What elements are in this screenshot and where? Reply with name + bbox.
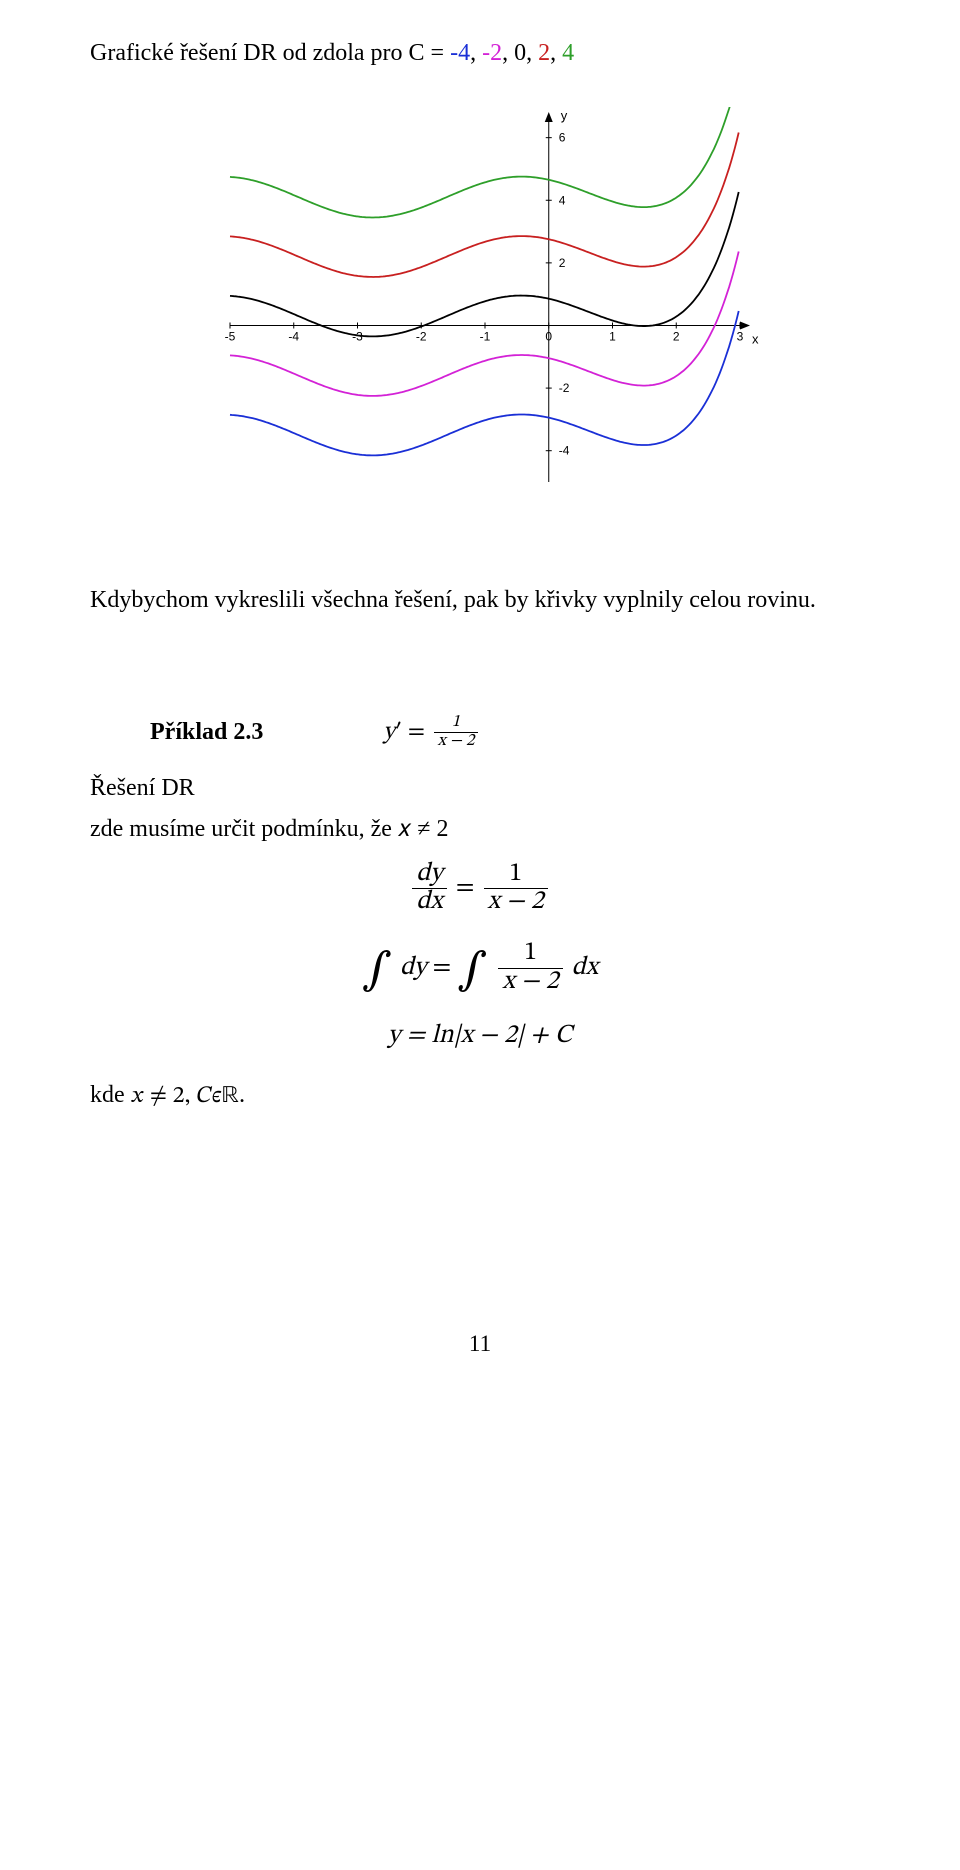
svg-text:6: 6 [559, 131, 566, 145]
title-value: 0 [514, 40, 526, 66]
svg-text:-2: -2 [559, 381, 570, 395]
title-line: Grafické řešení DR od zdola pro C = -4, … [90, 40, 870, 67]
svg-text:0: 0 [545, 329, 552, 343]
solution-heading: Řešení DR [90, 775, 870, 802]
svg-text:3: 3 [737, 329, 744, 343]
svg-text:4: 4 [559, 193, 566, 207]
svg-text:-1: -1 [480, 329, 491, 343]
svg-text:1: 1 [609, 329, 616, 343]
title-value: 2 [538, 40, 550, 66]
curve [230, 107, 733, 218]
example-fraction: 1 x − 2 [434, 714, 479, 751]
svg-text:x: x [752, 331, 759, 346]
svg-text:-5: -5 [225, 329, 236, 343]
example-row: Příklad 2.3 y′ = 1 x − 2 [90, 714, 870, 751]
eq1-lhs-fraction: dy dx [412, 861, 447, 917]
svg-text:-4: -4 [288, 329, 299, 343]
svg-text:2: 2 [673, 329, 680, 343]
title-value: 4 [562, 40, 574, 66]
example-label: Příklad 2.3 [150, 719, 263, 746]
solution-curves-chart: -5-4-3-2-10123-4-2246xy [200, 107, 760, 507]
equation-2: ∫ dy = ∫ 1 x − 2 dx [362, 940, 598, 996]
svg-text:y: y [561, 108, 568, 123]
equation-1: dy dx = 1 x − 2 [409, 861, 551, 917]
explanation-paragraph: Kdybychom vykreslili všechna řešení, pak… [90, 587, 870, 614]
chart-container: -5-4-3-2-10123-4-2246xy [90, 107, 870, 507]
svg-text:2: 2 [559, 256, 566, 270]
example-equation: y′ = 1 x − 2 [383, 714, 481, 751]
eq1-rhs-fraction: 1 x − 2 [484, 861, 548, 917]
title-values: -4, -2, 0, 2, 4 [450, 40, 574, 66]
page-number: 11 [90, 1331, 870, 1357]
condition-line: zde musíme určit podmínku, že 𝑥 ≠ 2 [90, 816, 870, 843]
svg-text:-2: -2 [416, 329, 427, 343]
where-line: kde 𝑥 ≠ 2, 𝐶𝜖ℝ. [90, 1081, 870, 1111]
svg-text:-4: -4 [559, 444, 570, 458]
title-value: -4 [450, 40, 470, 66]
title-value: -2 [482, 40, 502, 66]
title-prefix: Grafické řešení DR od zdola pro C = [90, 40, 450, 66]
eq2-fraction: 1 x − 2 [498, 940, 562, 996]
equations-block: dy dx = 1 x − 2 ∫ dy = ∫ 1 x − 2 dx y = … [90, 861, 870, 1053]
equation-3: y = ln|x − 2| + C [388, 1020, 572, 1053]
